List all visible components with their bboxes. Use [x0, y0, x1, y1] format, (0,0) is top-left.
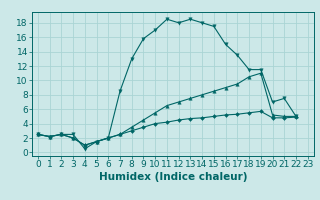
X-axis label: Humidex (Indice chaleur): Humidex (Indice chaleur) [99, 172, 247, 182]
